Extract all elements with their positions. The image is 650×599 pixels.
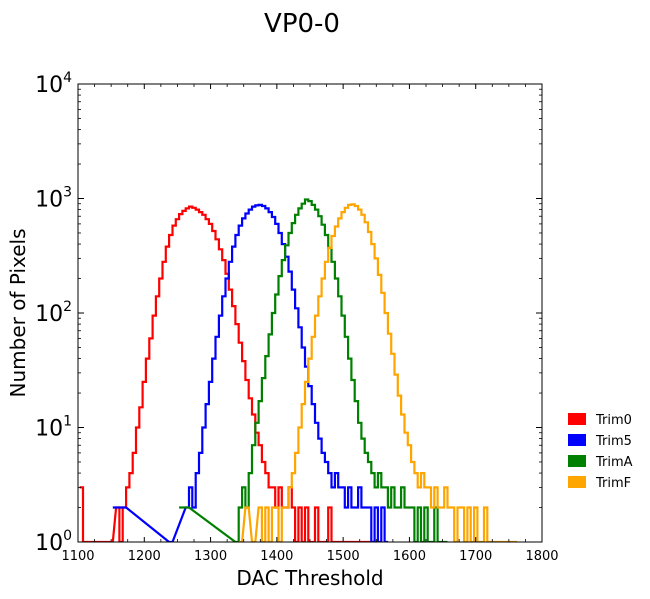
legend-swatch-trim5 (568, 434, 586, 446)
series-line-trim0 (79, 205, 378, 542)
legend-swatch-trima (568, 455, 586, 467)
x-tick-label: 1200 (128, 549, 161, 564)
chart-title: VP0-0 (264, 9, 340, 39)
x-tick-label: 1600 (393, 549, 426, 564)
x-tick-label: 1700 (459, 549, 492, 564)
series-line-trim5 (112, 203, 388, 542)
x-tick-label: 1400 (260, 549, 293, 564)
legend-label-trim0: Trim0 (595, 413, 632, 428)
y-tick-label: 100 (35, 528, 72, 556)
legend: Trim0 Trim5 TrimA TrimF (568, 413, 633, 491)
y-tick-label: 104 (35, 70, 72, 98)
series-line-trimf (238, 203, 518, 542)
series-line-trima (179, 198, 448, 542)
y-axis-label: Number of Pixels (6, 228, 30, 397)
y-tick-label: 102 (35, 299, 72, 327)
y-tick-label: 103 (35, 185, 72, 213)
legend-label-trimf: TrimF (595, 476, 631, 491)
y-axis: 100 101 102 103 104 (35, 70, 542, 556)
legend-label-trima: TrimA (595, 455, 633, 470)
legend-swatch-trim0 (568, 413, 586, 425)
x-tick-label: 1800 (525, 549, 558, 564)
x-tick-label: 1300 (194, 549, 227, 564)
plot-area (79, 198, 518, 542)
x-axis-label: DAC Threshold (236, 566, 383, 590)
plot-frame (77, 83, 543, 543)
legend-swatch-trimf (568, 476, 586, 488)
x-axis: 1100 1200 1300 1400 1500 1600 1700 1800 (61, 84, 559, 564)
x-tick-label: 1500 (327, 549, 360, 564)
legend-label-trim5: Trim5 (595, 434, 632, 449)
y-tick-label: 101 (35, 414, 72, 442)
x-tick-label: 1100 (61, 549, 94, 564)
